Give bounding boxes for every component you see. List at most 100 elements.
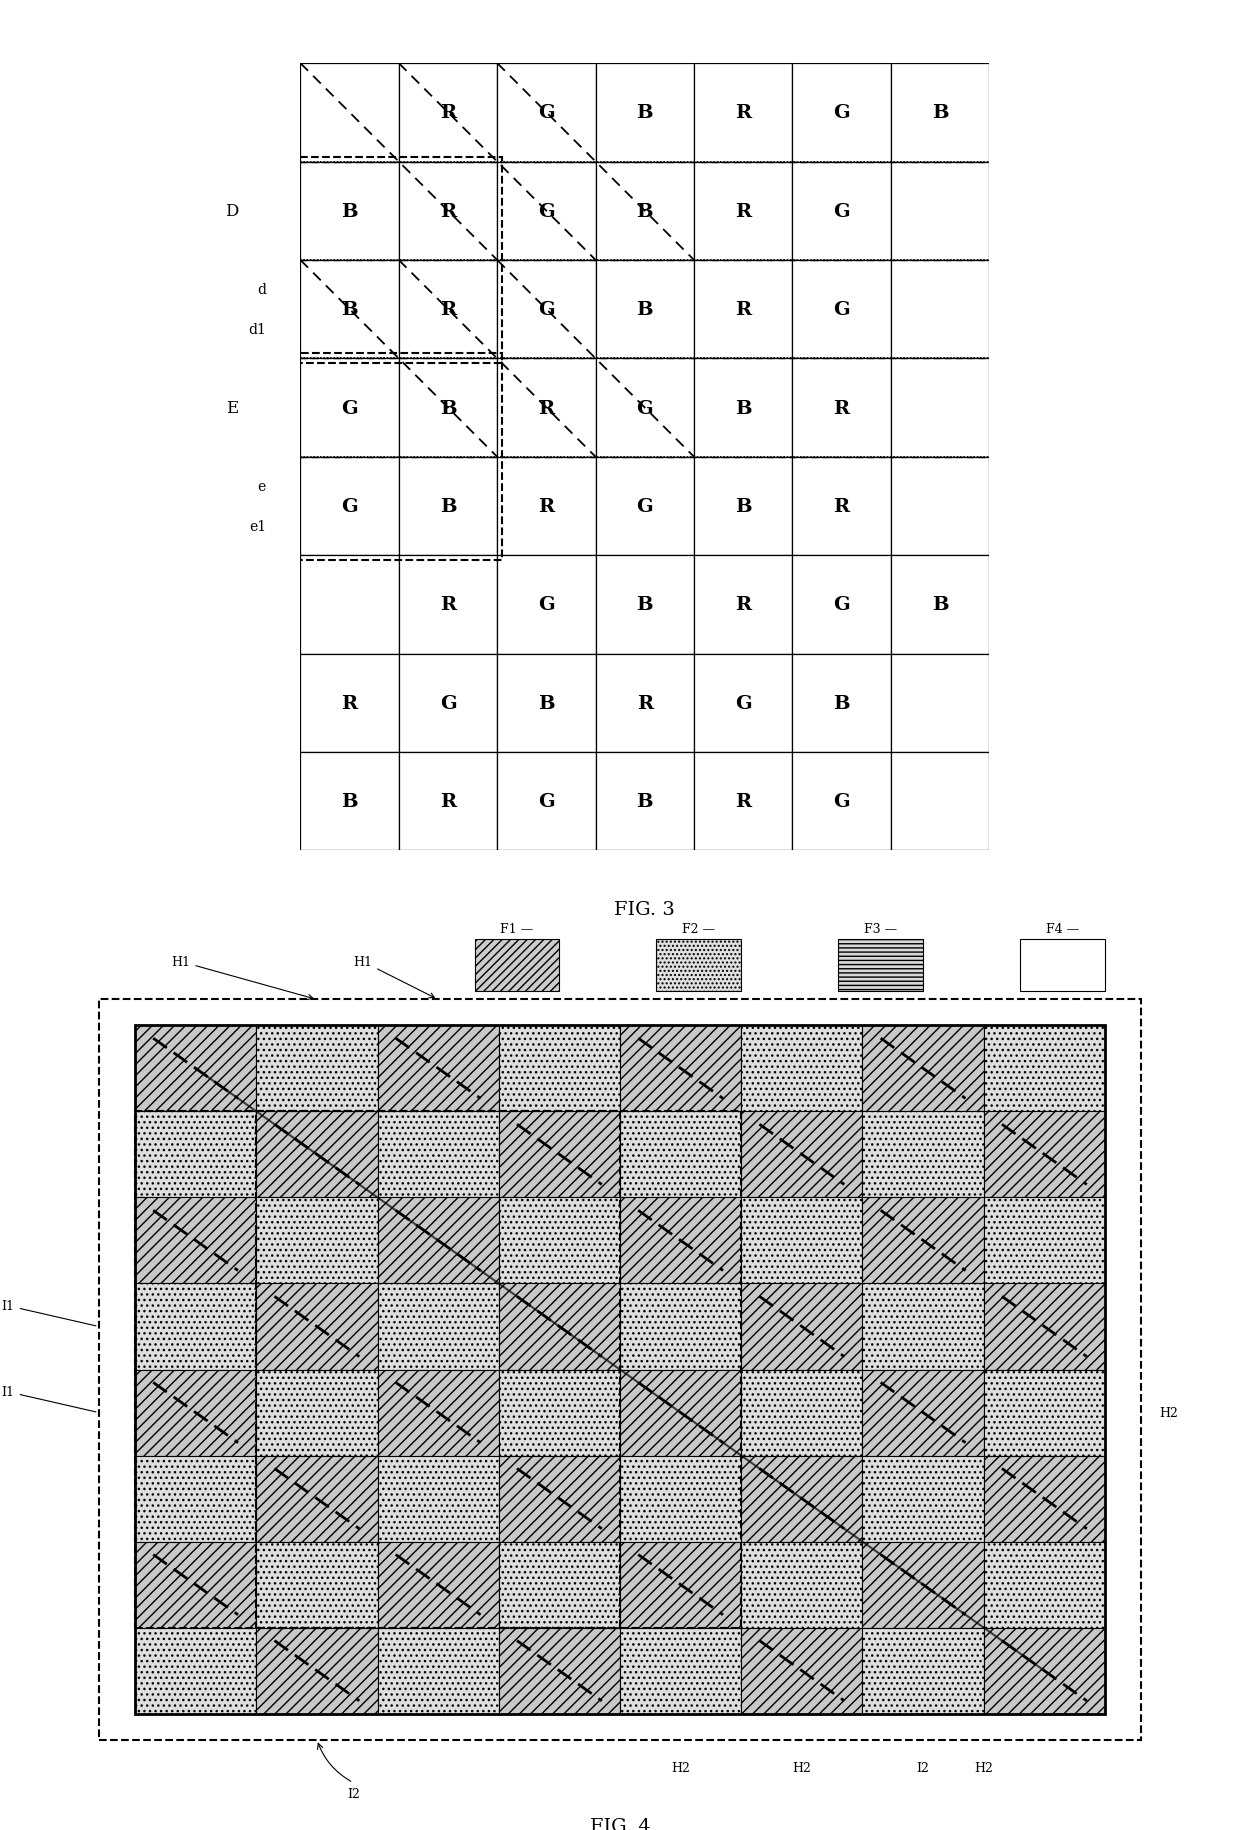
Bar [99, 999, 1141, 1740]
Bar [399, 556, 497, 653]
Text: B: B [735, 498, 751, 516]
Bar [694, 752, 792, 851]
Bar [595, 64, 694, 163]
Bar [377, 1025, 498, 1111]
Text: R: R [735, 104, 751, 123]
Bar [863, 1197, 983, 1285]
Bar [498, 1197, 620, 1285]
Bar [595, 653, 694, 752]
Text: R: R [735, 792, 751, 811]
Bar [498, 1111, 620, 1197]
Text: B: B [636, 203, 653, 221]
Bar [257, 1111, 377, 1197]
Text: G: G [833, 104, 849, 123]
Bar [377, 1541, 498, 1629]
Bar [498, 1285, 620, 1369]
Text: R: R [538, 399, 554, 417]
Text: H2: H2 [975, 1760, 993, 1773]
Bar [742, 1111, 863, 1197]
Text: G: G [833, 597, 849, 615]
Bar [595, 556, 694, 653]
Bar [399, 260, 497, 359]
Bar [983, 1457, 1105, 1541]
Bar [742, 1285, 863, 1369]
Bar [257, 1629, 377, 1713]
Text: F4 —: F4 — [1047, 922, 1079, 935]
Bar [863, 1541, 983, 1629]
Bar [620, 1369, 742, 1457]
Bar [620, 1197, 742, 1285]
Text: G: G [538, 597, 554, 615]
Text: G: G [538, 792, 554, 811]
Bar [792, 163, 890, 260]
Bar [377, 1457, 498, 1541]
Bar [694, 458, 792, 556]
Bar [300, 64, 399, 163]
Bar [135, 1541, 257, 1629]
Bar [983, 1197, 1105, 1285]
Bar [595, 359, 694, 458]
Bar [890, 653, 990, 752]
Bar [257, 1457, 377, 1541]
Bar [890, 64, 990, 163]
Bar [295, 355, 502, 560]
Bar [399, 458, 497, 556]
Bar [399, 64, 497, 163]
Bar [498, 1369, 620, 1457]
Text: G: G [636, 498, 653, 516]
Bar [300, 752, 399, 851]
Bar [257, 1197, 377, 1285]
Text: G: G [833, 300, 849, 318]
Bar [498, 1541, 620, 1629]
Text: FIG. 4: FIG. 4 [590, 1817, 650, 1830]
Bar [497, 163, 595, 260]
Bar [399, 163, 497, 260]
Bar [890, 752, 990, 851]
Bar [742, 1629, 863, 1713]
Text: H2: H2 [1159, 1405, 1178, 1420]
Bar [300, 458, 399, 556]
Text: I2: I2 [916, 1760, 930, 1773]
Bar [620, 1111, 742, 1197]
Text: B: B [833, 694, 849, 712]
Bar [694, 64, 792, 163]
Text: H2: H2 [792, 1760, 811, 1773]
Text: B: B [341, 792, 358, 811]
Text: R: R [538, 498, 554, 516]
Text: R: R [735, 597, 751, 615]
Bar [983, 1541, 1105, 1629]
Bar [742, 1457, 863, 1541]
Bar [135, 1025, 1105, 1713]
Text: B: B [636, 792, 653, 811]
Bar [135, 1197, 257, 1285]
Text: H1: H1 [171, 955, 312, 999]
Text: G: G [440, 694, 456, 712]
Bar [377, 1369, 498, 1457]
Text: G: G [833, 792, 849, 811]
Bar [620, 1457, 742, 1541]
Bar [792, 64, 890, 163]
Bar [890, 163, 990, 260]
Bar [863, 1111, 983, 1197]
Text: FIG. 3: FIG. 3 [614, 900, 676, 919]
Text: G: G [538, 104, 554, 123]
Bar [399, 653, 497, 752]
Text: R: R [341, 694, 357, 712]
Text: R: R [440, 597, 456, 615]
Text: F1 —: F1 — [501, 922, 533, 935]
Bar [300, 359, 399, 458]
Text: R: R [735, 203, 751, 221]
Text: G: G [833, 203, 849, 221]
Bar [377, 1197, 498, 1285]
Bar [742, 1541, 863, 1629]
Bar [863, 1369, 983, 1457]
Text: B: B [341, 203, 358, 221]
Bar [135, 1111, 257, 1197]
Text: e1: e1 [249, 520, 265, 533]
Bar [890, 458, 990, 556]
Bar [620, 1629, 742, 1713]
Text: D: D [224, 203, 238, 220]
Text: B: B [440, 399, 456, 417]
Text: B: B [538, 694, 554, 712]
Bar [838, 939, 923, 992]
